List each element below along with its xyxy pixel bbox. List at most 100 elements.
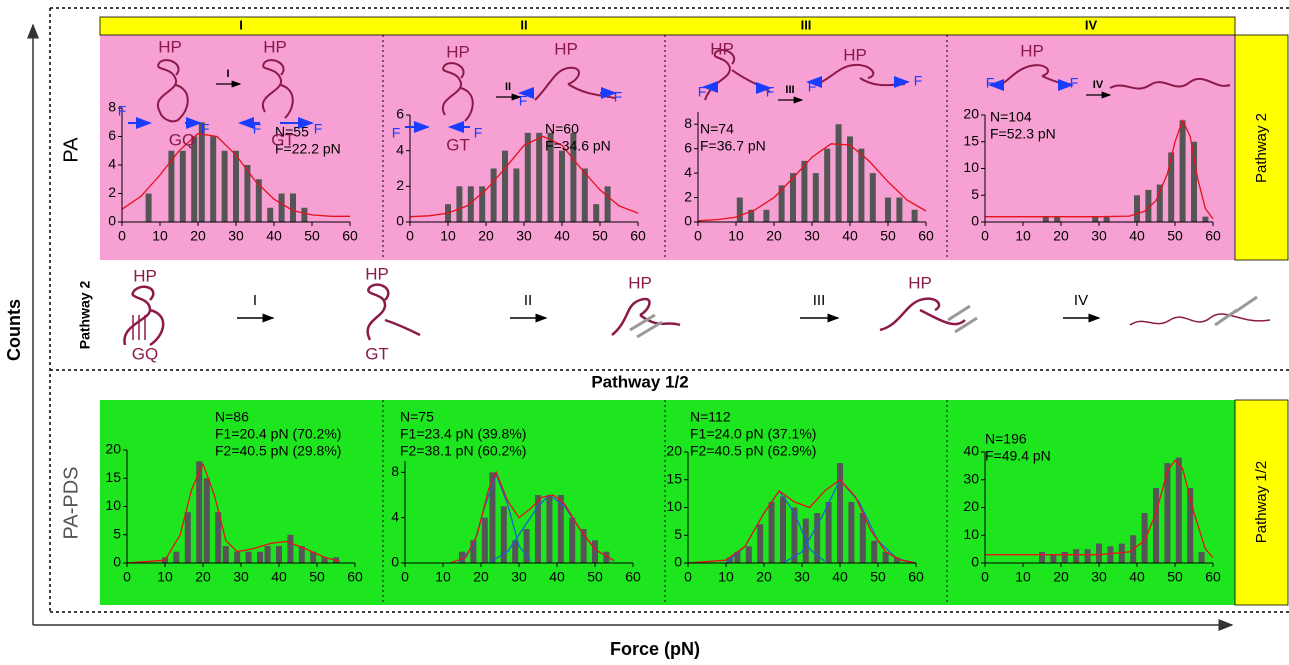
annotation: N=104 bbox=[990, 109, 1032, 125]
x-tick-label: 10 bbox=[435, 569, 451, 585]
inset-label: F bbox=[519, 93, 528, 109]
y-tick-label: 6 bbox=[396, 106, 404, 122]
x-tick-label: 0 bbox=[406, 228, 414, 244]
y-tick-label: 10 bbox=[963, 526, 979, 542]
inset-label: F bbox=[614, 89, 623, 105]
step-label: IV bbox=[1074, 292, 1088, 309]
x-tick-label: 30 bbox=[516, 228, 532, 244]
x-tick-label: 30 bbox=[1091, 228, 1107, 244]
x-tick-label: 50 bbox=[592, 228, 608, 244]
annotation: N=112 bbox=[690, 409, 731, 425]
bar bbox=[185, 512, 191, 563]
y-tick-label: 30 bbox=[963, 470, 979, 486]
bar bbox=[1199, 552, 1205, 563]
inset-label: GQ bbox=[169, 130, 195, 149]
bar bbox=[848, 502, 854, 563]
y-tick-label: 5 bbox=[971, 186, 979, 202]
bar bbox=[769, 502, 775, 563]
state-label: HP bbox=[133, 266, 157, 285]
inset-label: F bbox=[766, 84, 775, 100]
y-tick-label: 0 bbox=[108, 213, 116, 229]
bar bbox=[593, 204, 599, 222]
bar bbox=[826, 502, 832, 563]
x-tick-label: 20 bbox=[766, 228, 782, 244]
annotation: F=36.7 pN bbox=[700, 138, 766, 154]
y-tick-label: 0 bbox=[396, 213, 404, 229]
side-label: Pathway 2 bbox=[1253, 113, 1270, 183]
bar bbox=[1085, 549, 1091, 563]
inset-label: HP bbox=[1020, 41, 1044, 60]
x-tick-label: 40 bbox=[1129, 569, 1145, 585]
bar bbox=[779, 185, 785, 222]
bar bbox=[502, 151, 508, 222]
bar bbox=[535, 495, 541, 563]
bar bbox=[582, 169, 588, 223]
state-label: HP bbox=[365, 264, 389, 283]
bar bbox=[1153, 488, 1159, 563]
bar bbox=[276, 546, 282, 563]
x-tick-label: 20 bbox=[195, 569, 211, 585]
x-tick-label: 60 bbox=[625, 569, 641, 585]
annotation: N=75 bbox=[400, 409, 434, 425]
bar bbox=[757, 524, 763, 563]
step-label: III bbox=[813, 292, 826, 309]
inset-label: HP bbox=[158, 37, 182, 56]
bar bbox=[234, 552, 240, 563]
bar bbox=[536, 133, 542, 222]
bar bbox=[491, 169, 497, 223]
y-tick-label: 8 bbox=[391, 463, 399, 479]
bar bbox=[1073, 549, 1079, 563]
bar bbox=[290, 194, 296, 223]
y-tick-label: 20 bbox=[105, 441, 121, 457]
x-tick-label: 10 bbox=[718, 569, 734, 585]
x-tick-label: 30 bbox=[794, 569, 810, 585]
y-tick-label: 0 bbox=[971, 213, 979, 229]
annotation: F=49.4 pN bbox=[985, 448, 1051, 464]
bar bbox=[860, 513, 866, 563]
bar bbox=[1191, 142, 1197, 222]
x-tick-label: 0 bbox=[118, 228, 126, 244]
inset-label: HP bbox=[263, 37, 287, 56]
annotation: N=196 bbox=[985, 431, 1027, 447]
annotation: N=86 bbox=[215, 409, 249, 425]
bar bbox=[1134, 195, 1140, 222]
column-header: IV bbox=[1085, 17, 1098, 32]
bar bbox=[847, 136, 853, 222]
x-tick-label: 30 bbox=[1091, 569, 1107, 585]
bar bbox=[513, 169, 519, 223]
y-tick-label: 10 bbox=[666, 498, 682, 514]
x-axis-title: Force (pN) bbox=[610, 639, 700, 659]
inset-label: HP bbox=[446, 42, 470, 61]
row-label: PA-PDS bbox=[60, 467, 82, 540]
bar bbox=[456, 186, 462, 222]
bar bbox=[1180, 120, 1186, 222]
x-tick-label: 40 bbox=[271, 569, 287, 585]
y-tick-label: 15 bbox=[666, 470, 682, 486]
bar bbox=[265, 546, 271, 563]
inset-label: F bbox=[1070, 75, 1079, 91]
inset-label: F bbox=[914, 73, 923, 89]
inset-label: F bbox=[392, 125, 401, 141]
y-tick-label: 20 bbox=[963, 498, 979, 514]
y-tick-label: 4 bbox=[108, 156, 116, 172]
column-header: II bbox=[520, 17, 527, 32]
y-tick-label: 0 bbox=[113, 554, 121, 570]
section-title: Pathway 1/2 bbox=[591, 372, 688, 391]
x-tick-label: 50 bbox=[304, 228, 320, 244]
annotation: F1=24.0 pN (37.1%) bbox=[690, 426, 816, 442]
state-sub-label: GQ bbox=[132, 344, 158, 363]
x-tick-label: 20 bbox=[756, 569, 772, 585]
x-tick-label: 30 bbox=[228, 228, 244, 244]
bar bbox=[836, 124, 842, 222]
x-tick-label: 60 bbox=[630, 228, 646, 244]
y-tick-label: 10 bbox=[105, 497, 121, 513]
bar bbox=[1096, 544, 1102, 563]
side-label: Pathway 1/2 bbox=[1253, 461, 1270, 544]
bar bbox=[559, 151, 565, 222]
x-tick-label: 40 bbox=[1129, 228, 1145, 244]
step-label: II bbox=[524, 292, 532, 309]
bar bbox=[737, 198, 743, 222]
inset-label: F bbox=[698, 84, 707, 100]
y-tick-label: 15 bbox=[963, 132, 979, 148]
bar bbox=[233, 151, 239, 222]
